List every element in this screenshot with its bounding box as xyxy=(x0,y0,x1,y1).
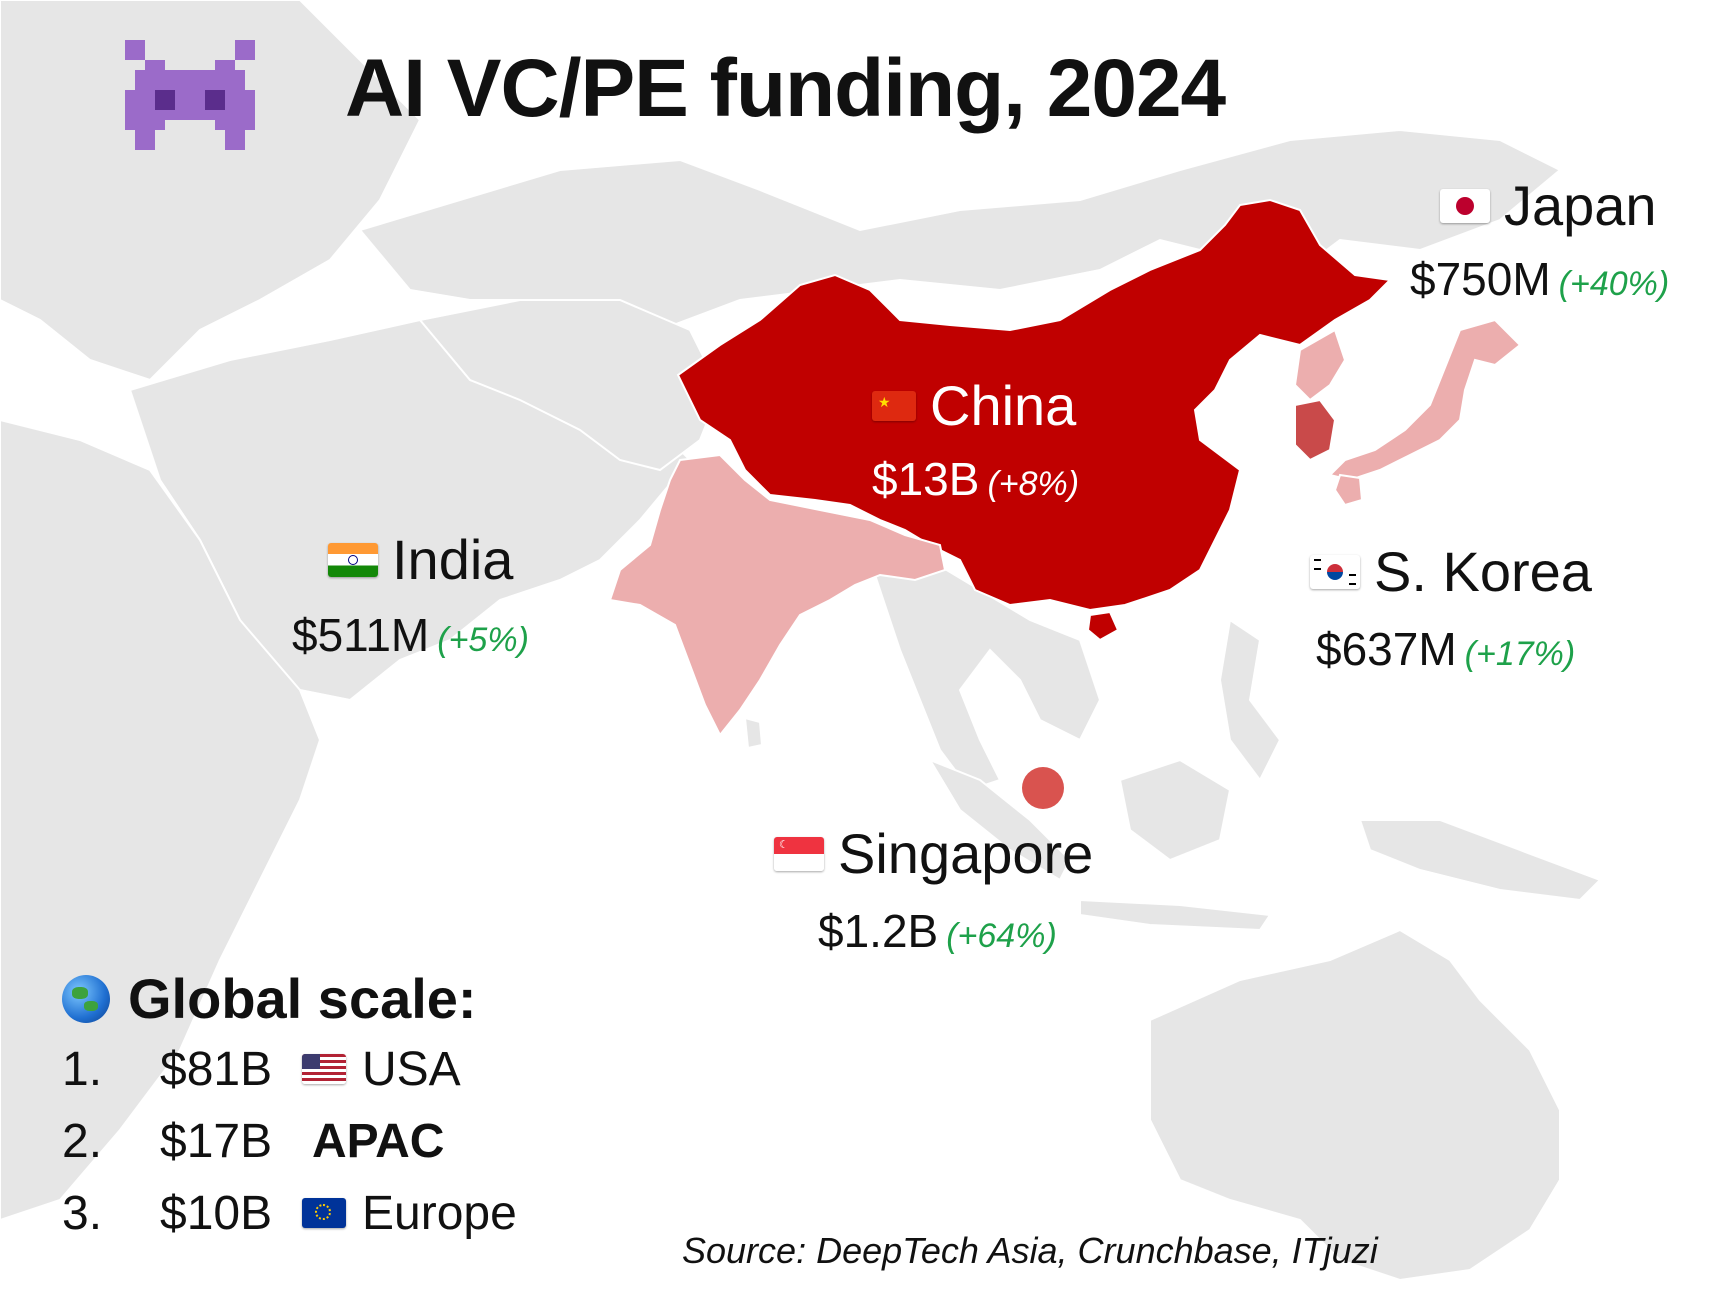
philippines-landmass xyxy=(1218,618,1282,782)
south-korea-region xyxy=(1294,398,1337,462)
rank-region: APAC xyxy=(312,1114,445,1168)
hainan-region xyxy=(1086,610,1120,642)
japan-region xyxy=(1328,318,1522,482)
java-landmass xyxy=(1079,898,1272,932)
global-scale-heading: Global scale: xyxy=(128,967,477,1030)
australia-landmass xyxy=(1149,928,1561,1282)
borneo-landmass xyxy=(1118,758,1232,862)
page-title: AI VC/PE funding, 2024 xyxy=(345,43,1226,134)
china-name: China xyxy=(930,374,1077,437)
rank-item: 3. $10B Europe xyxy=(62,1179,517,1247)
china-flag-icon: ★ xyxy=(872,391,916,421)
rank-item: 2. $17B APAC xyxy=(62,1107,517,1175)
sri-lanka-landmass xyxy=(743,716,764,750)
japan-label: Japan xyxy=(1440,178,1657,234)
globe-icon xyxy=(62,974,110,1023)
alien-monster-icon xyxy=(125,40,255,150)
india-value: $511M xyxy=(292,609,430,661)
rank-number: 3. xyxy=(62,1186,103,1240)
china-region xyxy=(676,198,1393,612)
singapore-flag-icon: ☾ xyxy=(774,837,824,871)
china-label: ★ China $13B (+8%) xyxy=(872,378,1079,502)
india-change: (+5%) xyxy=(437,621,529,659)
india-name: India xyxy=(392,528,514,591)
singapore-change: (+64%) xyxy=(946,917,1057,955)
rank-number: 1. xyxy=(62,1042,103,1096)
south-korea-value-row: $637M (+17%) xyxy=(1316,626,1575,672)
japan-change: (+40%) xyxy=(1558,265,1670,303)
eu-flag-icon xyxy=(302,1198,346,1228)
singapore-value-row: $1.2B (+64%) xyxy=(818,908,1057,954)
europe-landmass xyxy=(0,0,422,382)
india-region xyxy=(608,453,947,737)
kyushu-region xyxy=(1333,473,1364,507)
japan-flag-icon xyxy=(1440,189,1490,223)
japan-value: $750M xyxy=(1410,253,1551,305)
rank-region: Europe xyxy=(362,1186,517,1240)
singapore-name: Singapore xyxy=(838,822,1094,885)
singapore-marker xyxy=(1022,767,1064,809)
south-korea-flag-icon xyxy=(1310,555,1360,589)
usa-flag-icon xyxy=(302,1054,346,1084)
south-korea-value: $637M xyxy=(1316,623,1457,675)
central-asia-landmass xyxy=(418,299,722,472)
rank-item: 1. $81B USA xyxy=(62,1035,517,1103)
southeast-asia-landmass xyxy=(868,559,1102,792)
china-value: $13B xyxy=(872,453,980,505)
india-flag-icon xyxy=(328,543,378,577)
global-scale-panel: Global scale: 1. $81B USA 2. $17B APAC 3… xyxy=(62,966,517,1247)
singapore-value: $1.2B xyxy=(818,905,939,957)
japan-name: Japan xyxy=(1504,174,1657,237)
north-korea-region xyxy=(1293,328,1347,402)
china-change: (+8%) xyxy=(987,465,1080,503)
rank-region: USA xyxy=(362,1042,461,1096)
new-guinea-landmass xyxy=(1358,819,1602,902)
south-korea-change: (+17%) xyxy=(1464,635,1576,673)
rank-amount: $81B xyxy=(160,1042,273,1096)
sumatra-landmass xyxy=(927,757,1072,882)
rank-amount: $10B xyxy=(160,1186,273,1240)
singapore-label: ☾ Singapore xyxy=(774,826,1093,882)
south-korea-label: S. Korea xyxy=(1310,544,1592,600)
india-label: India xyxy=(328,532,513,588)
rank-amount: $17B xyxy=(160,1114,273,1168)
rank-number: 2. xyxy=(62,1114,103,1168)
source-note: Source: DeepTech Asia, Crunchbase, ITjuz… xyxy=(682,1230,1378,1271)
india-value-row: $511M (+5%) xyxy=(292,612,529,658)
japan-value-row: $750M (+40%) xyxy=(1410,256,1669,302)
south-korea-name: S. Korea xyxy=(1374,540,1592,603)
